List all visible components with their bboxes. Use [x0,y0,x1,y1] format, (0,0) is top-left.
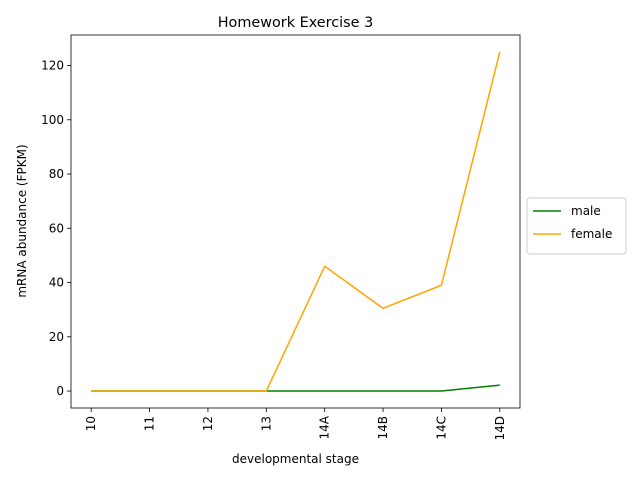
x-tick-label: 10 [84,416,98,431]
y-tick-label: 40 [49,276,64,290]
y-tick-label: 60 [49,221,64,235]
y-tick-label: 80 [49,167,64,181]
x-tick-label: 13 [259,416,273,431]
x-tick-label: 14A [318,415,332,439]
x-tick-label: 14C [434,416,448,440]
x-tick-label: 14B [376,416,390,440]
legend-label-male: male [571,204,601,218]
chart-title: Homework Exercise 3 [218,15,374,31]
y-tick-label: 120 [41,59,64,73]
x-tick-label: 14D [493,416,507,441]
x-tick-label: 12 [201,416,215,431]
x-tick-label: 11 [143,416,157,431]
y-tick-label: 20 [49,330,64,344]
series-line-female [91,51,501,392]
axes-frame [70,34,521,409]
y-tick-label: 100 [41,113,64,127]
legend-label-female: female [571,227,612,241]
legend-box [526,197,627,255]
x-axis-label: developmental stage [232,452,359,466]
y-axis-label: mRNA abundance (FPKM) [15,144,29,297]
y-tick-label: 0 [56,384,64,398]
